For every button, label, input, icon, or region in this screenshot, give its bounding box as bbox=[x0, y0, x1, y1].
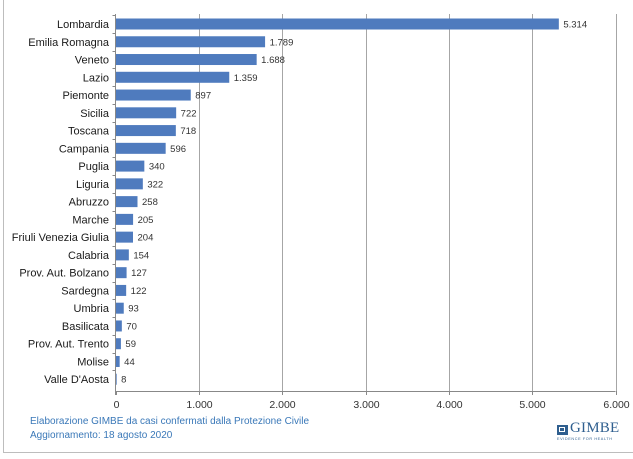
x-tick-label: 6.000 bbox=[603, 399, 629, 411]
value-label: 154 bbox=[133, 250, 149, 261]
category-label: Basilicata bbox=[62, 321, 110, 333]
x-tick-label: 3.000 bbox=[353, 399, 379, 411]
value-label: 897 bbox=[195, 91, 211, 102]
value-label: 258 bbox=[142, 197, 158, 208]
bar bbox=[116, 160, 145, 172]
value-label: 205 bbox=[138, 215, 154, 226]
value-label: 127 bbox=[131, 268, 147, 279]
category-label: Prov. Aut. Trento bbox=[28, 339, 109, 351]
bar bbox=[116, 284, 127, 296]
category-label: Molise bbox=[77, 356, 109, 368]
logo-name: GIMBE bbox=[570, 420, 620, 436]
bar bbox=[116, 267, 127, 279]
bar bbox=[116, 338, 121, 350]
category-label: Campania bbox=[59, 143, 110, 155]
value-label: 718 bbox=[180, 126, 196, 137]
bar bbox=[116, 320, 122, 332]
value-label: 722 bbox=[181, 108, 197, 119]
bar bbox=[116, 142, 166, 154]
value-label: 1.789 bbox=[270, 37, 294, 48]
bar bbox=[116, 373, 117, 385]
value-label: 204 bbox=[138, 233, 154, 244]
value-label: 596 bbox=[170, 144, 186, 155]
category-label: Toscana bbox=[68, 126, 110, 138]
value-label: 5.314 bbox=[563, 20, 587, 31]
category-label: Sardegna bbox=[61, 285, 110, 297]
category-label: Lombardia bbox=[57, 19, 110, 31]
bar bbox=[116, 249, 129, 261]
category-label: Calabria bbox=[68, 250, 110, 262]
gimbe-logo: GIMBE EVIDENCE FOR HEALTH bbox=[557, 420, 620, 443]
bar bbox=[116, 125, 176, 137]
category-label: Prov. Aut. Bolzano bbox=[19, 268, 109, 280]
value-label: 93 bbox=[128, 304, 139, 315]
category-label: Friuli Venezia Giulia bbox=[12, 232, 110, 244]
category-label: Umbria bbox=[74, 303, 110, 315]
bar bbox=[116, 302, 124, 314]
x-tick-label: 5.000 bbox=[519, 399, 545, 411]
footnote-update: Aggiornamento: 18 agosto 2020 bbox=[30, 430, 173, 441]
x-tick-label: 2.000 bbox=[269, 399, 295, 411]
category-label: Sicilia bbox=[80, 108, 110, 120]
value-label: 1.688 bbox=[261, 55, 285, 66]
bar bbox=[116, 213, 134, 225]
x-tick-label: 4.000 bbox=[436, 399, 462, 411]
value-label: 59 bbox=[125, 339, 136, 350]
chart-frame bbox=[3, 0, 633, 453]
logo-tagline: EVIDENCE FOR HEALTH bbox=[557, 437, 613, 441]
bar bbox=[116, 18, 559, 30]
logo-mark-icon bbox=[557, 425, 568, 435]
bar bbox=[116, 107, 177, 119]
value-label: 1.359 bbox=[234, 73, 258, 84]
gridlines bbox=[199, 14, 617, 391]
value-label: 122 bbox=[131, 286, 147, 297]
x-tick-label: 1.000 bbox=[186, 399, 212, 411]
bar bbox=[116, 178, 143, 190]
category-label: Emilia Romagna bbox=[28, 37, 110, 49]
bar bbox=[116, 196, 138, 208]
x-tick-label: 0 bbox=[114, 399, 120, 411]
footnote-source: Elaborazione GIMBE da casi confermati da… bbox=[30, 416, 310, 427]
x-tick-labels: 0 1.000 2.000 3.000 4.000 5.000 6.000 bbox=[114, 399, 630, 411]
category-label: Abruzzo bbox=[69, 197, 109, 209]
category-label: Lazio bbox=[83, 72, 109, 84]
category-labels: Lombardia Emilia Romagna Veneto Lazio Piemon… bbox=[12, 19, 110, 386]
bars bbox=[116, 18, 559, 385]
bar bbox=[116, 231, 133, 243]
category-label: Liguria bbox=[76, 179, 110, 191]
bar bbox=[116, 355, 120, 367]
axes bbox=[112, 14, 617, 395]
value-label: 44 bbox=[124, 357, 135, 368]
category-label: Marche bbox=[72, 214, 109, 226]
category-label: Piemonte bbox=[63, 90, 109, 102]
category-label: Puglia bbox=[78, 161, 109, 173]
bar bbox=[116, 36, 266, 48]
value-label: 70 bbox=[126, 321, 137, 332]
category-label: Veneto bbox=[75, 55, 109, 67]
bar bbox=[116, 54, 257, 66]
value-label: 340 bbox=[149, 162, 165, 173]
bar bbox=[116, 71, 230, 83]
value-label: 322 bbox=[147, 179, 163, 190]
bar bbox=[116, 89, 191, 101]
value-label: 8 bbox=[121, 375, 126, 386]
category-label: Valle D'Aosta bbox=[44, 374, 110, 386]
